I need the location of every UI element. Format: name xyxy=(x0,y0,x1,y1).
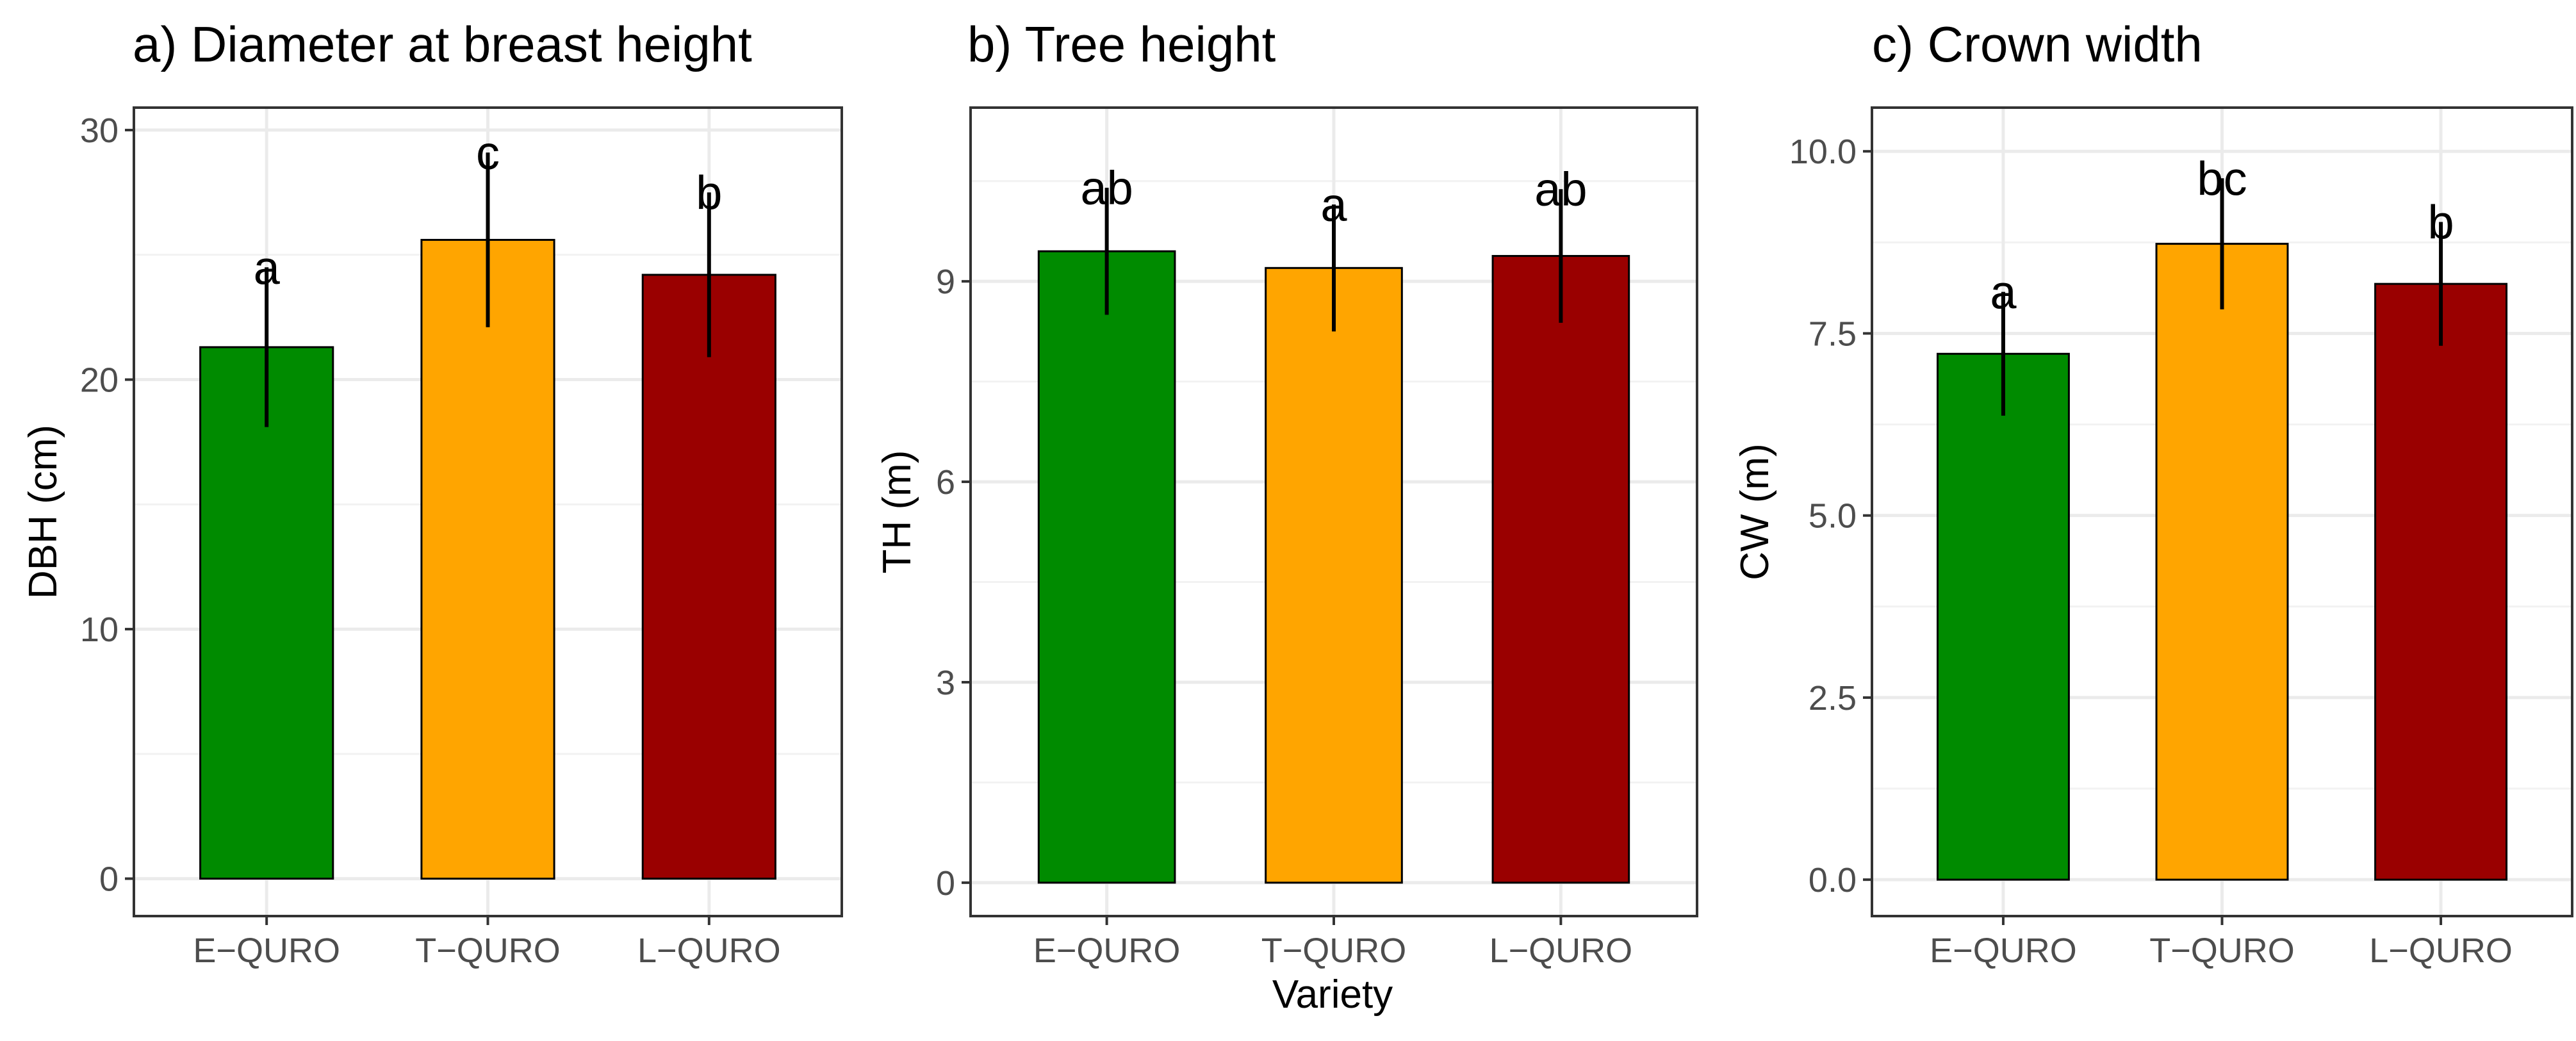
y-tick-label: 0.0 xyxy=(1809,861,1857,899)
panel-a-bars xyxy=(199,238,776,880)
significance-letter: bc xyxy=(2197,152,2247,205)
panel-c-errorbars xyxy=(2001,178,2443,416)
panel-b-title: b) Tree height xyxy=(967,16,1276,72)
panel-a-title: a) Diameter at breast height xyxy=(133,16,752,72)
x-tick-label: L−QURO xyxy=(637,931,781,970)
bar-a-2 xyxy=(420,238,555,880)
y-tick-label: 0 xyxy=(99,860,119,899)
panel-b: b) Tree height ab a ab 0 3 6 9 E−QURO T−QURO L−… xyxy=(875,16,1698,1017)
y-tick-label: 2.5 xyxy=(1809,679,1857,717)
panel-c: c) Crown width a bc b 0.0 2.5 5.0 7.5 10.0 E−Q… xyxy=(1733,16,2573,970)
y-tick-label: 10 xyxy=(80,611,119,649)
x-tick-label: T−QURO xyxy=(415,931,561,970)
y-tick-label: 6 xyxy=(936,463,955,502)
panel-c-bars xyxy=(1936,243,2508,881)
panel-a: a) Diameter at breast height a c b 0 10 20 30… xyxy=(21,16,843,970)
panel-a-letters: a c b xyxy=(254,126,723,294)
y-tick-label: 9 xyxy=(936,263,955,301)
y-tick-label: 3 xyxy=(936,664,955,702)
x-tick-label: E−QURO xyxy=(193,931,340,970)
bar-b-2 xyxy=(1265,266,1403,884)
x-tick-label: E−QURO xyxy=(1033,931,1181,970)
bar-c-2 xyxy=(2155,243,2289,881)
x-tick-label: L−QURO xyxy=(1489,931,1633,970)
panel-a-ylabel: DBH (cm) xyxy=(21,425,65,599)
panel-b-yaxis: 0 3 6 9 xyxy=(936,263,971,903)
bar-a-1 xyxy=(199,346,334,880)
y-tick-label: 5.0 xyxy=(1809,497,1857,536)
significance-letter: b xyxy=(696,166,722,219)
panel-a-yaxis: 0 10 20 30 xyxy=(80,111,134,899)
panel-b-letters: ab a ab xyxy=(1080,161,1587,231)
panel-b-xaxis: E−QURO T−QURO L−QURO xyxy=(1033,916,1632,970)
panel-c-ylabel: CW (m) xyxy=(1733,443,1777,580)
significance-letter: a xyxy=(1990,266,2017,319)
significance-letter: b xyxy=(2427,195,2454,249)
x-tick-label: E−QURO xyxy=(1930,931,2077,970)
panel-c-letters: a bc b xyxy=(1990,152,2454,318)
bar-c-1 xyxy=(1936,352,2070,881)
bar-a-3 xyxy=(641,274,776,880)
bar-b-3 xyxy=(1491,255,1630,884)
panel-b-bars xyxy=(1037,250,1630,884)
significance-letter: a xyxy=(254,241,281,294)
panel-c-title: c) Crown width xyxy=(1872,16,2203,72)
significance-letter: ab xyxy=(1534,163,1587,216)
y-tick-label: 20 xyxy=(80,361,119,400)
bar-c-3 xyxy=(2374,283,2508,881)
shared-xlabel: Variety xyxy=(1272,972,1393,1017)
panel-a-errorbars xyxy=(265,152,711,427)
panel-a-xaxis: E−QURO T−QURO L−QURO xyxy=(193,916,781,970)
y-tick-label: 10.0 xyxy=(1789,133,1857,171)
y-tick-label: 0 xyxy=(936,864,955,903)
significance-letter: c xyxy=(476,126,500,179)
significance-letter: a xyxy=(1320,178,1347,231)
panel-b-ylabel: TH (m) xyxy=(875,450,919,574)
bar-b-1 xyxy=(1037,250,1176,884)
y-tick-label: 7.5 xyxy=(1809,315,1857,353)
y-tick-label: 30 xyxy=(80,111,119,150)
significance-letter: ab xyxy=(1080,161,1133,215)
panel-c-yaxis: 0.0 2.5 5.0 7.5 10.0 xyxy=(1789,133,1872,899)
x-tick-label: L−QURO xyxy=(2369,931,2513,970)
panel-b-errorbars xyxy=(1104,188,1563,332)
x-tick-label: T−QURO xyxy=(2149,931,2295,970)
panel-c-xaxis: E−QURO T−QURO L−QURO xyxy=(1930,916,2513,970)
x-tick-label: T−QURO xyxy=(1261,931,1407,970)
